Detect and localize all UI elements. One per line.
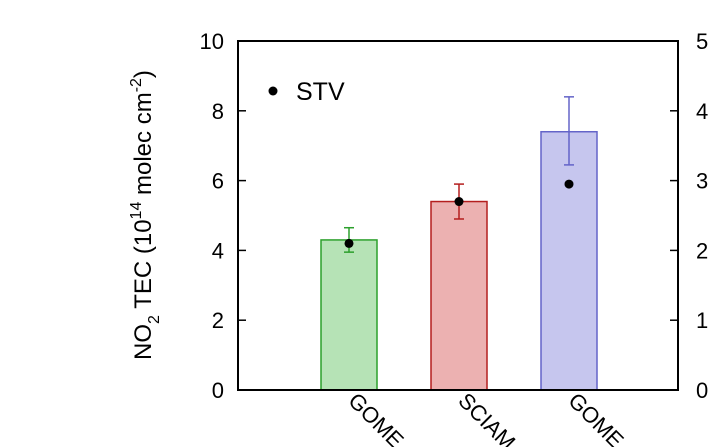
bar-series [320,130,598,391]
right-tick-label: 5 [696,29,708,54]
left-tick-label: 10 [200,29,224,54]
stv-point [344,238,354,248]
y-axis-label: NO2 TEC (1014 molec cm-2) [128,70,163,360]
left-tick-label: 6 [212,169,224,194]
right-y-axis-ticks: 0 1 2 3 4 5 [670,29,708,403]
right-tick-label: 3 [696,169,708,194]
right-tick-label: 1 [696,308,708,333]
left-tick-label: 4 [212,238,224,263]
stv-point [564,179,574,189]
category-labels: GOME SCIAM GOME [343,388,628,447]
stv-points [344,179,574,248]
stv-point [454,197,464,207]
category-label: SCIAM [453,388,520,447]
right-tick-label: 0 [696,378,708,403]
plot-frame [237,40,679,391]
left-tick-label: 8 [212,99,224,124]
left-tick-label: 0 [212,378,224,403]
legend-marker [268,86,278,96]
left-y-axis-ticks: 0 2 4 6 8 10 [200,29,246,403]
legend-label: STV [296,78,345,106]
right-tick-label: 4 [696,99,708,124]
right-tick-label: 2 [696,238,708,263]
category-label: GOME [563,388,628,447]
left-tick-label: 2 [212,308,224,333]
bar [430,200,488,391]
bar [320,239,378,391]
legend: STV [268,78,345,106]
bar [540,130,598,391]
category-label: GOME [343,388,408,447]
